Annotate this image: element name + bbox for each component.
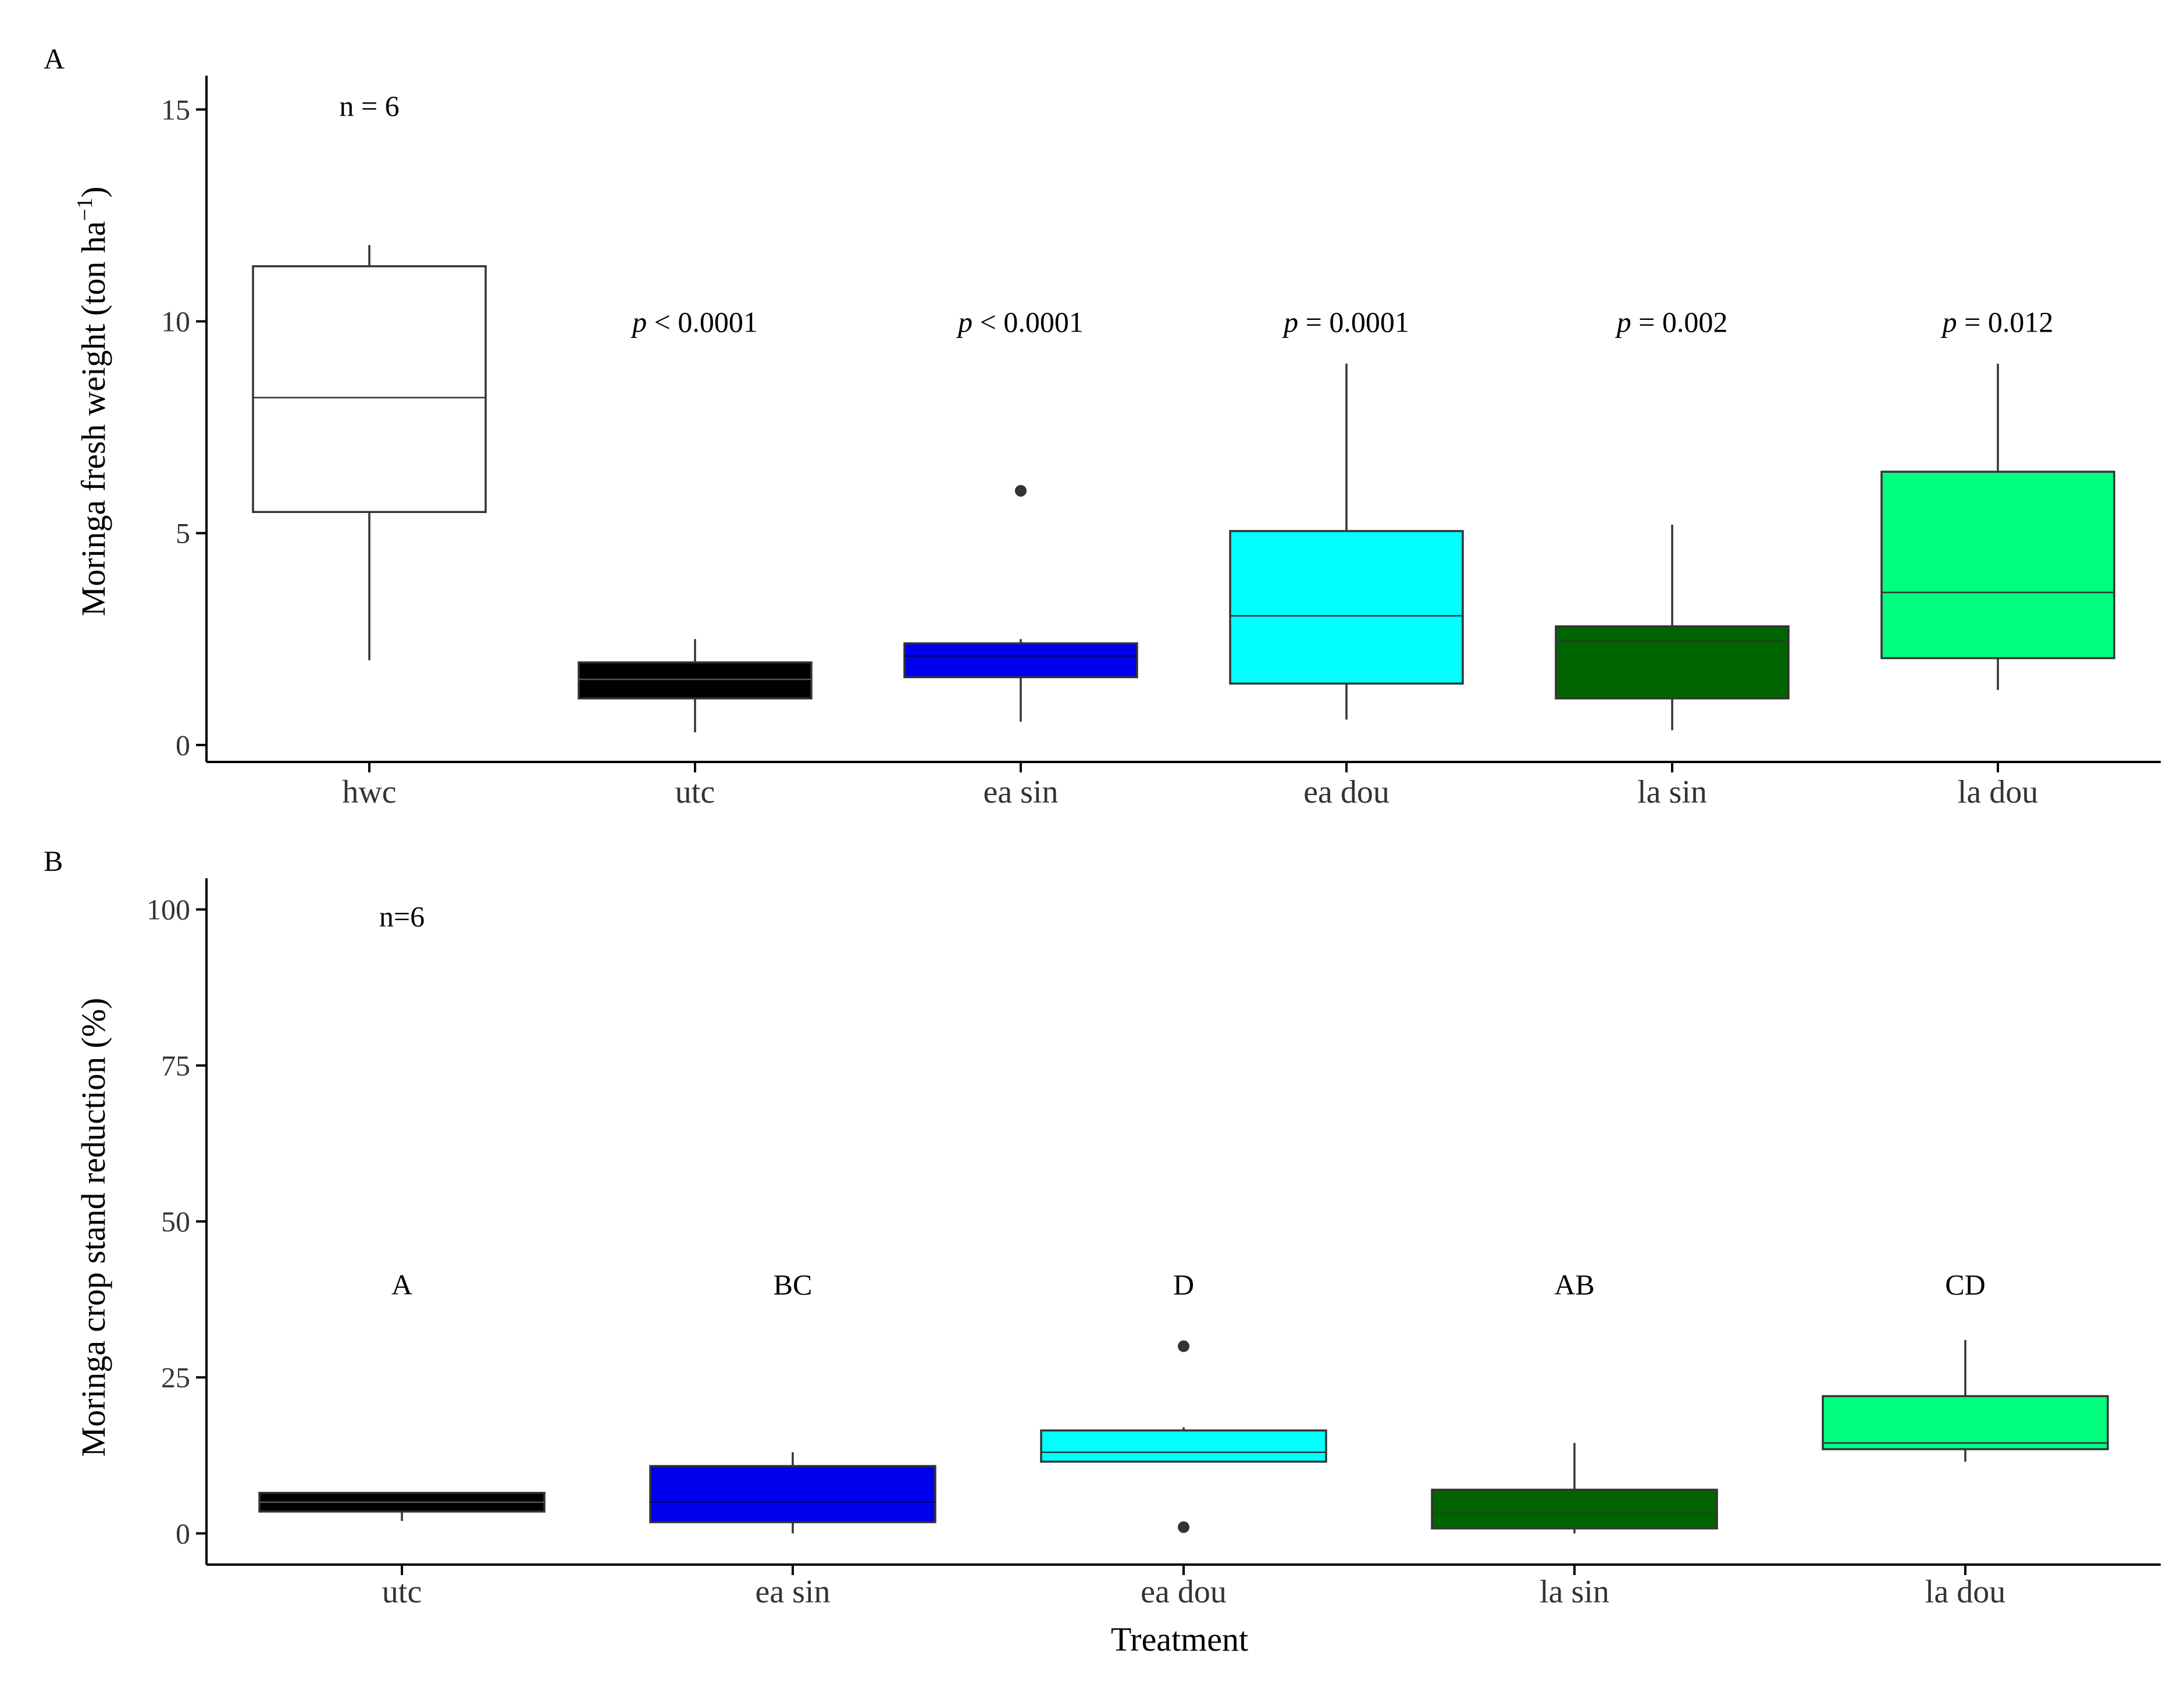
- p-value: = 0.012: [1957, 305, 2054, 338]
- panel-a-y-tick-label: 10: [161, 305, 190, 337]
- box-iqr: [1431, 1488, 1718, 1530]
- panel-a-sample-size: n = 6: [339, 90, 399, 122]
- panel-b-x-tick-label: la dou: [1925, 1574, 2005, 1610]
- panel-a-x-tick-label: ea sin: [983, 774, 1058, 810]
- p-symbol: p: [1282, 305, 1298, 338]
- panel-b-x-tick-label: la sin: [1540, 1574, 1609, 1610]
- box-iqr: [1229, 530, 1464, 685]
- panel-a-x-tick-label: hwc: [342, 774, 396, 810]
- panel-a-annotation: p = 0.0001: [1282, 305, 1409, 338]
- box-iqr: [1555, 625, 1790, 700]
- panel-a-y-axis-title-superscript: −1: [73, 198, 97, 221]
- panel-b-annotation: D: [1173, 1268, 1194, 1301]
- panel-b-x-tick-label: ea dou: [1141, 1574, 1227, 1610]
- p-symbol: p: [1941, 305, 1957, 338]
- panel-a-box-ea-sin: [903, 485, 1138, 722]
- panel-b: B Moringa crop stand reduction (%) Treat…: [44, 845, 2161, 1658]
- panel-a-y-tick-label: 15: [161, 93, 190, 126]
- panel-b-y-tick-label: 50: [161, 1205, 190, 1238]
- panel-b-annotation: CD: [1945, 1268, 1985, 1301]
- panel-a-box-ea-dou: [1229, 364, 1464, 720]
- outlier-point: [1178, 1340, 1189, 1352]
- panel-a-box-la-sin: [1555, 525, 1790, 731]
- panel-b-y-tick-label: 25: [161, 1361, 190, 1394]
- panel-a-box-la-dou: [1880, 364, 2115, 690]
- panel-a-letter: A: [44, 42, 65, 75]
- panel-a-box-utc: [578, 639, 813, 733]
- box-iqr: [903, 642, 1138, 679]
- panel-a-y-axis-title-close: ): [74, 187, 112, 198]
- panel-b-x-tick-label: ea sin: [755, 1574, 830, 1610]
- p-symbol: p: [956, 305, 972, 338]
- panel-b-annotation: AB: [1554, 1268, 1594, 1301]
- panel-b-annotation: A: [391, 1268, 412, 1301]
- panel-b-box-ea-dou: [1040, 1340, 1327, 1533]
- panel-a-x-tick-label: la dou: [1958, 774, 2038, 810]
- panel-a-y-axis-title-unit: (ton ha: [74, 221, 112, 316]
- panel-b-y-tick-label: 100: [147, 893, 190, 926]
- box-iqr: [252, 265, 487, 513]
- panel-a-y-axis-title: Moringa fresh weight (ton ha−1): [73, 187, 112, 617]
- panel-a-annotation: p < 0.0001: [630, 305, 758, 338]
- panel-b-y-tick-label: 75: [161, 1049, 190, 1082]
- outlier-point: [1015, 485, 1027, 497]
- panel-a-x-tick-label: la sin: [1637, 774, 1707, 810]
- p-value: = 0.0001: [1298, 305, 1409, 338]
- p-symbol: p: [630, 305, 647, 338]
- panel-b-box-utc: [258, 1491, 546, 1521]
- panel-b-y-tick-label: 0: [176, 1517, 190, 1549]
- panel-a-y-axis-title-main: Moringa fresh weight: [74, 324, 112, 617]
- panel-b-box-ea-sin: [649, 1452, 936, 1534]
- p-value: < 0.0001: [972, 305, 1084, 338]
- box-iqr: [1040, 1429, 1327, 1463]
- panel-a-x-tick-label: ea dou: [1303, 774, 1390, 810]
- panel-a-annotation: p = 0.002: [1615, 305, 1728, 338]
- panel-b-y-axis-title: Moringa crop stand reduction (%): [74, 998, 112, 1456]
- panel-b-annotation: BC: [774, 1268, 813, 1301]
- panel-a: A Moringa fresh weight (ton ha−1) n = 6 0…: [44, 42, 2161, 810]
- box-iqr: [578, 661, 813, 700]
- panel-b-box-la-dou: [1822, 1340, 2109, 1462]
- p-value: = 0.002: [1631, 305, 1728, 338]
- panel-b-x-tick-label: utc: [382, 1574, 422, 1610]
- panel-a-annotation: p = 0.012: [1941, 305, 2054, 338]
- panel-a-y-tick-label: 0: [176, 729, 190, 761]
- p-symbol: p: [1615, 305, 1631, 338]
- panel-a-annotation: p < 0.0001: [956, 305, 1084, 338]
- box-iqr: [1880, 471, 2115, 660]
- box-iqr: [1822, 1395, 2109, 1451]
- box-iqr: [649, 1465, 936, 1523]
- panel-b-box-la-sin: [1431, 1442, 1718, 1534]
- panel-b-x-axis-title: Treatment: [1111, 1620, 1248, 1658]
- panel-a-y-tick-label: 5: [176, 517, 190, 550]
- p-value: < 0.0001: [647, 305, 758, 338]
- panel-a-box-hwc: [252, 245, 487, 661]
- outlier-point: [1178, 1521, 1189, 1533]
- panel-b-letter: B: [44, 845, 63, 877]
- panel-a-plot-area: 0 5 10 15 hwc utc ea sin ea dou la sin la dou p < …: [161, 76, 2161, 810]
- panel-a-x-tick-label: utc: [675, 774, 715, 810]
- panel-b-sample-size: n=6: [379, 900, 425, 932]
